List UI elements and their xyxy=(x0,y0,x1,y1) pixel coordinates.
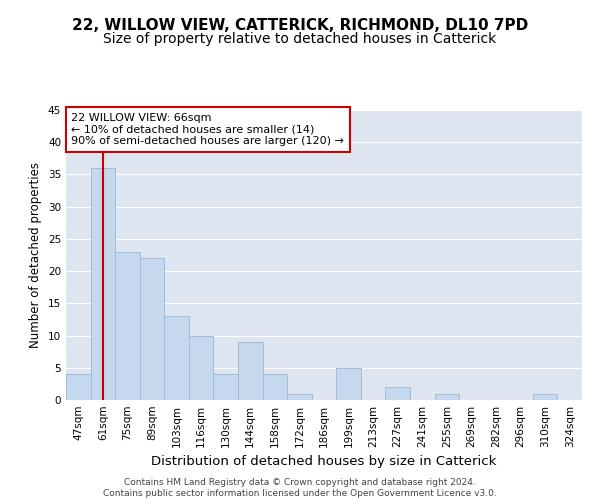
Bar xyxy=(91,168,115,400)
Bar xyxy=(434,394,459,400)
Bar xyxy=(189,336,214,400)
X-axis label: Distribution of detached houses by size in Catterick: Distribution of detached houses by size … xyxy=(151,456,497,468)
Bar xyxy=(66,374,91,400)
Text: 22, WILLOW VIEW, CATTERICK, RICHMOND, DL10 7PD: 22, WILLOW VIEW, CATTERICK, RICHMOND, DL… xyxy=(72,18,528,32)
Bar xyxy=(385,387,410,400)
Bar xyxy=(238,342,263,400)
Bar xyxy=(164,316,189,400)
Bar xyxy=(140,258,164,400)
Y-axis label: Number of detached properties: Number of detached properties xyxy=(29,162,43,348)
Bar xyxy=(336,368,361,400)
Bar xyxy=(263,374,287,400)
Bar xyxy=(533,394,557,400)
Text: Size of property relative to detached houses in Catterick: Size of property relative to detached ho… xyxy=(103,32,497,46)
Text: 22 WILLOW VIEW: 66sqm
← 10% of detached houses are smaller (14)
90% of semi-deta: 22 WILLOW VIEW: 66sqm ← 10% of detached … xyxy=(71,113,344,146)
Bar xyxy=(115,252,140,400)
Bar xyxy=(287,394,312,400)
Text: Contains HM Land Registry data © Crown copyright and database right 2024.
Contai: Contains HM Land Registry data © Crown c… xyxy=(103,478,497,498)
Bar xyxy=(214,374,238,400)
